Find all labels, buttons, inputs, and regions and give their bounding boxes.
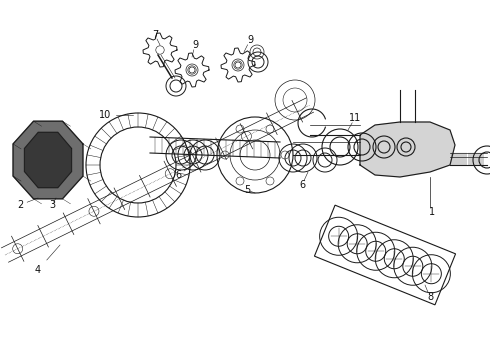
Text: 10: 10 <box>99 110 111 120</box>
Text: 6: 6 <box>299 180 305 190</box>
Text: 9: 9 <box>247 35 253 45</box>
Text: 3: 3 <box>49 200 55 210</box>
Polygon shape <box>24 132 72 188</box>
Text: 6: 6 <box>175 170 181 180</box>
Text: 7: 7 <box>152 30 158 40</box>
Polygon shape <box>360 122 455 177</box>
Text: 4: 4 <box>35 265 41 275</box>
Text: 11: 11 <box>349 113 361 123</box>
Text: 5: 5 <box>244 185 250 195</box>
Text: 1: 1 <box>429 207 435 217</box>
Polygon shape <box>13 121 83 199</box>
Text: 8: 8 <box>427 292 433 302</box>
Text: 2: 2 <box>17 200 23 210</box>
Text: 9: 9 <box>192 40 198 50</box>
